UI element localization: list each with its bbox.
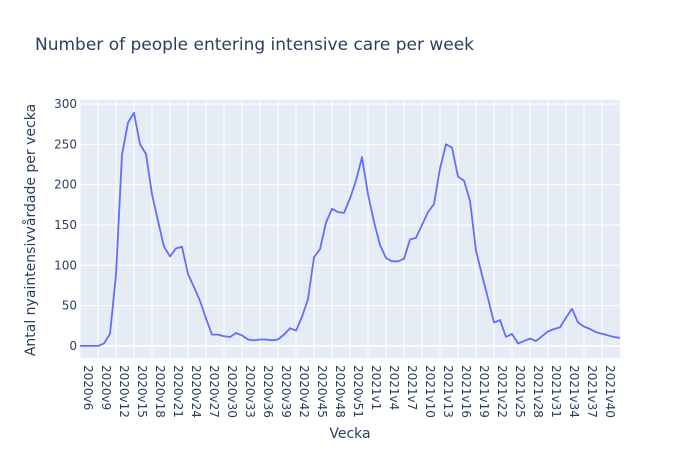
x-tick-label: 2020v42 xyxy=(297,365,311,418)
x-axis-title: Vecka xyxy=(329,426,370,442)
x-tick-label: 2021v28 xyxy=(531,365,545,418)
series-line xyxy=(80,112,621,347)
x-axis-ticks: 2020v6 2020v9 2020v12 2020v15 2020v18 2020v21… xyxy=(81,365,617,418)
chart-title: Number of people entering intensive care… xyxy=(35,35,474,55)
x-tick-label: 2021v13 xyxy=(441,365,455,418)
x-tick-label: 2021v19 xyxy=(477,365,491,418)
y-tick-label: 0 xyxy=(69,339,77,353)
x-tick-label: 2020v18 xyxy=(153,365,167,418)
x-tick-label: 2020v24 xyxy=(189,365,203,418)
x-tick-label: 2021v22 xyxy=(495,365,509,418)
x-tick-label: 2020v36 xyxy=(261,365,275,418)
x-tick-label: 2020v45 xyxy=(315,365,329,418)
series-layer xyxy=(80,112,621,347)
x-tick-label: 2020v51 xyxy=(351,365,365,418)
y-axis-ticks: 0 50 100 150 200 250 300 xyxy=(54,97,77,353)
y-tick-label: 100 xyxy=(54,258,77,272)
y-tick-label: 200 xyxy=(54,178,77,192)
x-tick-label: 2021v1 xyxy=(369,365,383,410)
gridlines xyxy=(79,100,620,358)
x-tick-label: 2021v10 xyxy=(423,365,437,418)
x-tick-label: 2020v6 xyxy=(81,365,95,410)
x-tick-label: 2020v21 xyxy=(171,365,185,418)
x-tick-label: 2020v33 xyxy=(243,365,257,418)
y-tick-label: 150 xyxy=(54,218,77,232)
x-tick-label: 2021v40 xyxy=(603,365,617,418)
x-tick-label: 2021v31 xyxy=(549,365,563,418)
x-tick-label: 2021v37 xyxy=(585,365,599,418)
x-tick-label: 2020v15 xyxy=(135,365,149,418)
y-tick-label: 250 xyxy=(54,137,77,151)
y-tick-label: 50 xyxy=(62,299,77,313)
x-tick-label: 2021v16 xyxy=(459,365,473,418)
x-tick-label: 2021v4 xyxy=(387,365,401,410)
y-axis-title: Antal nyaintensivvårdade per vecka xyxy=(22,104,39,356)
x-tick-label: 2021v7 xyxy=(405,365,419,410)
x-tick-label: 2020v12 xyxy=(117,365,131,418)
x-tick-label: 2020v9 xyxy=(99,365,113,410)
x-tick-label: 2021v34 xyxy=(567,365,581,418)
x-tick-label: 2020v48 xyxy=(333,365,347,418)
x-tick-label: 2020v39 xyxy=(279,365,293,418)
x-tick-label: 2020v30 xyxy=(225,365,239,418)
x-tick-label: 2021v25 xyxy=(513,365,527,418)
y-tick-label: 300 xyxy=(54,97,77,111)
x-tick-label: 2020v27 xyxy=(207,365,221,418)
